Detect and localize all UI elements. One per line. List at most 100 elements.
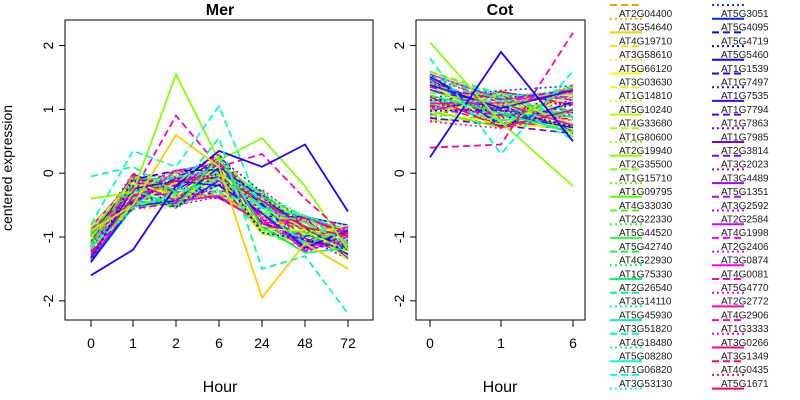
- legend-entry: AT3G0266: [712, 332, 769, 349]
- legend-entry: AT2G19940: [610, 141, 673, 157]
- series-line: [429, 32, 574, 149]
- legend-label: AT1G7863: [721, 119, 769, 130]
- legend-entry: AT3G14110: [610, 291, 672, 308]
- legend-entry: AT3G2023: [712, 154, 769, 171]
- x-tick-label: 72: [340, 335, 356, 351]
- x-tick-label: 1: [497, 335, 505, 351]
- legend-entry: AT1G09795: [610, 182, 673, 198]
- y-tick-label: 2: [40, 41, 56, 49]
- series-line: [429, 103, 574, 115]
- legend-label: AT4G33680: [619, 119, 673, 130]
- legend-label: AT2G3814: [721, 146, 769, 157]
- legend-label: AT3G0874: [721, 256, 769, 267]
- panel-title-mer: Mer: [206, 2, 234, 19]
- legend-entry: AT5G42740: [610, 236, 673, 253]
- legend-label: AT5G44520: [619, 228, 673, 239]
- legend-label: AT1G7985: [721, 132, 769, 143]
- series-line: [90, 143, 349, 277]
- legend-entry: AT1G7535: [712, 86, 769, 102]
- legend-entry: AT5G66120: [610, 58, 673, 75]
- legend-label: AT5G66120: [619, 64, 673, 75]
- legend-label: AT2G26540: [619, 283, 673, 294]
- series-line: [90, 163, 349, 249]
- legend-entry: AT5G4719: [712, 31, 769, 47]
- x-axis-mer: 0 1 2 6 24 48 72: [87, 320, 356, 351]
- legend-label: AT1G09795: [619, 187, 673, 198]
- series-line: [429, 74, 574, 128]
- series-line: [429, 71, 574, 107]
- series-lines-mer: [90, 72, 349, 315]
- legend-label: AT3G2023: [721, 160, 769, 171]
- legend-entry: AT1G3333: [712, 319, 769, 335]
- series-line: [90, 192, 349, 251]
- legend-label: AT3G0266: [721, 338, 769, 349]
- y-tick-label: -2: [40, 294, 56, 307]
- legend-label: AT5G5460: [721, 50, 769, 61]
- legend-label: AT3G1349: [721, 352, 769, 363]
- legend-entry: AT2G26540: [610, 278, 673, 294]
- series-line: [429, 76, 574, 111]
- series-line: [90, 170, 349, 263]
- legend-entry: AT5G1351: [712, 182, 769, 198]
- legend-label: AT3G51820: [619, 324, 673, 335]
- legend-label: AT1G14810: [619, 91, 673, 102]
- series-line: [90, 176, 349, 249]
- legend-entry: AT1G7863: [712, 113, 769, 130]
- y-axis-mer: -2 -1 0 1 2: [40, 41, 66, 307]
- legend-label: AT1G7497: [721, 78, 769, 89]
- legend-entry: AT3G58610: [610, 45, 673, 61]
- legend-entry: AT4G0435: [712, 360, 769, 376]
- plot-frame-cot: [415, 19, 586, 321]
- y-tick-label: -1: [391, 231, 407, 244]
- x-tick-label: 0: [87, 335, 95, 351]
- legend-entry: AT1G14810: [610, 86, 673, 102]
- series-line: [429, 96, 574, 128]
- legend-label: AT2G2772: [721, 297, 769, 308]
- legend-label: AT3G54640: [619, 23, 673, 34]
- legend-entry: AT1G80600: [610, 127, 673, 143]
- x-tick-label: 48: [297, 335, 313, 351]
- legend-label: AT4G2906: [721, 310, 769, 321]
- legend-label: AT2G2406: [721, 242, 769, 253]
- legend-entry: AT4G33680: [610, 113, 673, 130]
- legend-label: AT4G22930: [619, 256, 673, 267]
- legend-entry: AT4G33030: [610, 195, 673, 212]
- x-tick-label: 0: [426, 335, 434, 351]
- legend-entry: AT5G1671: [712, 373, 769, 390]
- x-axis-title-cot: Hour: [483, 379, 518, 396]
- legend-label: AT2G35500: [619, 160, 673, 171]
- y-tick-label: 2: [391, 41, 407, 49]
- legend-entry: AT3G0874: [712, 250, 769, 267]
- legend-label: AT5G45930: [619, 310, 673, 321]
- series-line: [429, 70, 574, 96]
- legend-entry: AT3G4489: [712, 168, 769, 184]
- series-line: [429, 91, 574, 118]
- legend-label: AT1G7535: [721, 91, 769, 102]
- legend-entry: AT3G03630: [610, 72, 673, 89]
- panel-cot: Cot 0 1 6 -2 -1 0 1 2 Hour: [391, 2, 586, 396]
- legend-label: AT1G80600: [619, 132, 673, 143]
- legend-entry: AT4G1998: [712, 223, 769, 239]
- y-axis-cot: -2 -1 0 1 2: [391, 41, 417, 307]
- legend-label: AT3G53130: [619, 379, 673, 390]
- legend-entry: AT1G1539: [712, 58, 769, 75]
- series-line: [90, 189, 349, 253]
- y-tick-label: -1: [40, 231, 56, 244]
- series-line: [90, 133, 349, 300]
- legend-entry: AT2G2772: [712, 291, 769, 308]
- legend-entry: AT5G44520: [610, 223, 673, 239]
- legend-label: AT4G18480: [619, 338, 673, 349]
- legend-entry: AT3G53130: [610, 373, 673, 390]
- series-line: [429, 84, 574, 110]
- legend-label: AT4G33030: [619, 201, 673, 212]
- series-line: [429, 50, 574, 158]
- legend-label: AT5G4095: [721, 23, 769, 34]
- legend-entry: AT1G06820: [610, 360, 673, 376]
- legend-label: AT3G58610: [619, 50, 673, 61]
- legend-entry: AT4G22930: [610, 250, 673, 267]
- series-lines-cot: [429, 32, 574, 187]
- legend-label: AT2G2584: [721, 215, 769, 226]
- legend-entry: AT5G3051: [712, 4, 769, 20]
- series-line: [429, 93, 574, 122]
- legend: AT2G04400 AT3G54640 AT4G19710 AT3G58610 AT5G…: [610, 4, 769, 390]
